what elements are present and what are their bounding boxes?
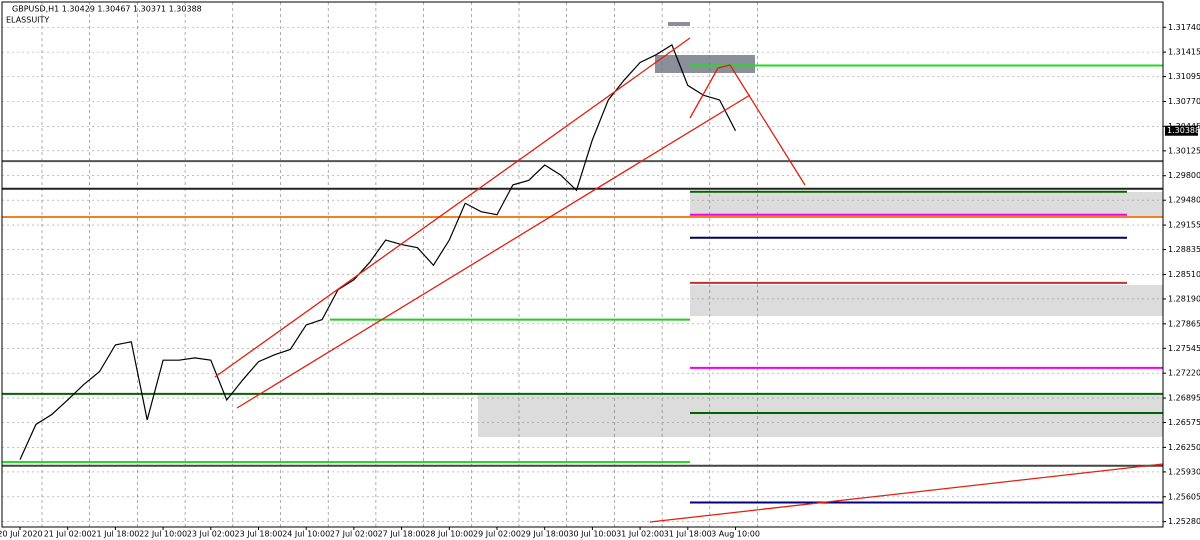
zone — [690, 285, 1163, 316]
y-tick-label: 1.31740 — [1168, 23, 1200, 32]
x-tick-label: 23 Jul 18:00 — [235, 530, 283, 539]
y-tick-label: 1.31415 — [1168, 48, 1200, 57]
marker — [668, 22, 690, 26]
y-tick-label: 1.30125 — [1168, 146, 1200, 155]
price-tag — [1165, 125, 1198, 136]
y-tick-label: 1.31095 — [1168, 72, 1200, 81]
x-tick-label: 31 Jul 18:00 — [664, 530, 712, 539]
x-tick-label: 30 Jul 10:00 — [568, 530, 616, 539]
zone — [655, 55, 755, 73]
x-tick-label: 29 Jul 18:00 — [521, 530, 569, 539]
trend-lines — [214, 37, 1164, 523]
y-tick-label: 1.25605 — [1168, 492, 1200, 501]
x-tick-label: 27 Jul 02:00 — [330, 530, 378, 539]
x-tick-label: 21 Jul 18:00 — [91, 530, 139, 539]
projection — [689, 64, 806, 186]
x-tick-label: 3 Aug 10:00 — [711, 530, 760, 539]
x-tick-label: 31 Jul 02:00 — [616, 530, 664, 539]
y-tick-label: 1.25280 — [1168, 517, 1200, 526]
y-tick-label: 1.30770 — [1168, 97, 1200, 106]
x-tick-label: 20 Jul 2020 — [0, 530, 43, 539]
x-tick-label: 27 Jul 18:00 — [378, 530, 426, 539]
channel-line — [236, 94, 751, 409]
indicator-label: ELASSUITY — [6, 16, 49, 25]
y-tick-label: 1.28835 — [1168, 245, 1200, 254]
y-tick-label: 1.29800 — [1168, 171, 1200, 180]
y-tick-label: 1.26895 — [1168, 394, 1200, 403]
y-tick-label: 1.27220 — [1168, 369, 1200, 378]
x-tick-label: 24 Jul 10:00 — [282, 530, 330, 539]
zones — [478, 22, 1163, 437]
y-tick-label: 1.27865 — [1168, 319, 1200, 328]
zone — [690, 192, 1163, 217]
x-tick-label: 22 Jul 10:00 — [139, 530, 187, 539]
plot-frame — [1, 1, 1164, 528]
y-tick-label: 1.26250 — [1168, 443, 1200, 452]
x-tick-label: 28 Jul 10:00 — [425, 530, 473, 539]
y-tick-label: 1.28190 — [1168, 294, 1200, 303]
x-tick-label: 21 Jul 02:00 — [44, 530, 92, 539]
x-tick-label: 29 Jul 02:00 — [473, 530, 521, 539]
y-tick-label: 1.25930 — [1168, 467, 1200, 476]
plot — [2, 2, 1163, 527]
x-tick-label: 23 Jul 02:00 — [187, 530, 235, 539]
zone — [478, 395, 1163, 437]
y-tick-label: 1.29155 — [1168, 221, 1200, 230]
chart-header: GBPUSD,H1 1.30429 1.30467 1.30371 1.3038… — [12, 5, 202, 14]
y-tick-label: 1.28510 — [1168, 270, 1200, 279]
y-tick-label: 1.27545 — [1168, 344, 1200, 353]
y-tick-label: 1.29480 — [1168, 196, 1200, 205]
channel-line — [214, 37, 691, 378]
trend-line — [649, 463, 1164, 523]
y-tick-label: 1.26575 — [1168, 418, 1200, 427]
price-tag-label: 1.30388 — [1167, 126, 1200, 135]
